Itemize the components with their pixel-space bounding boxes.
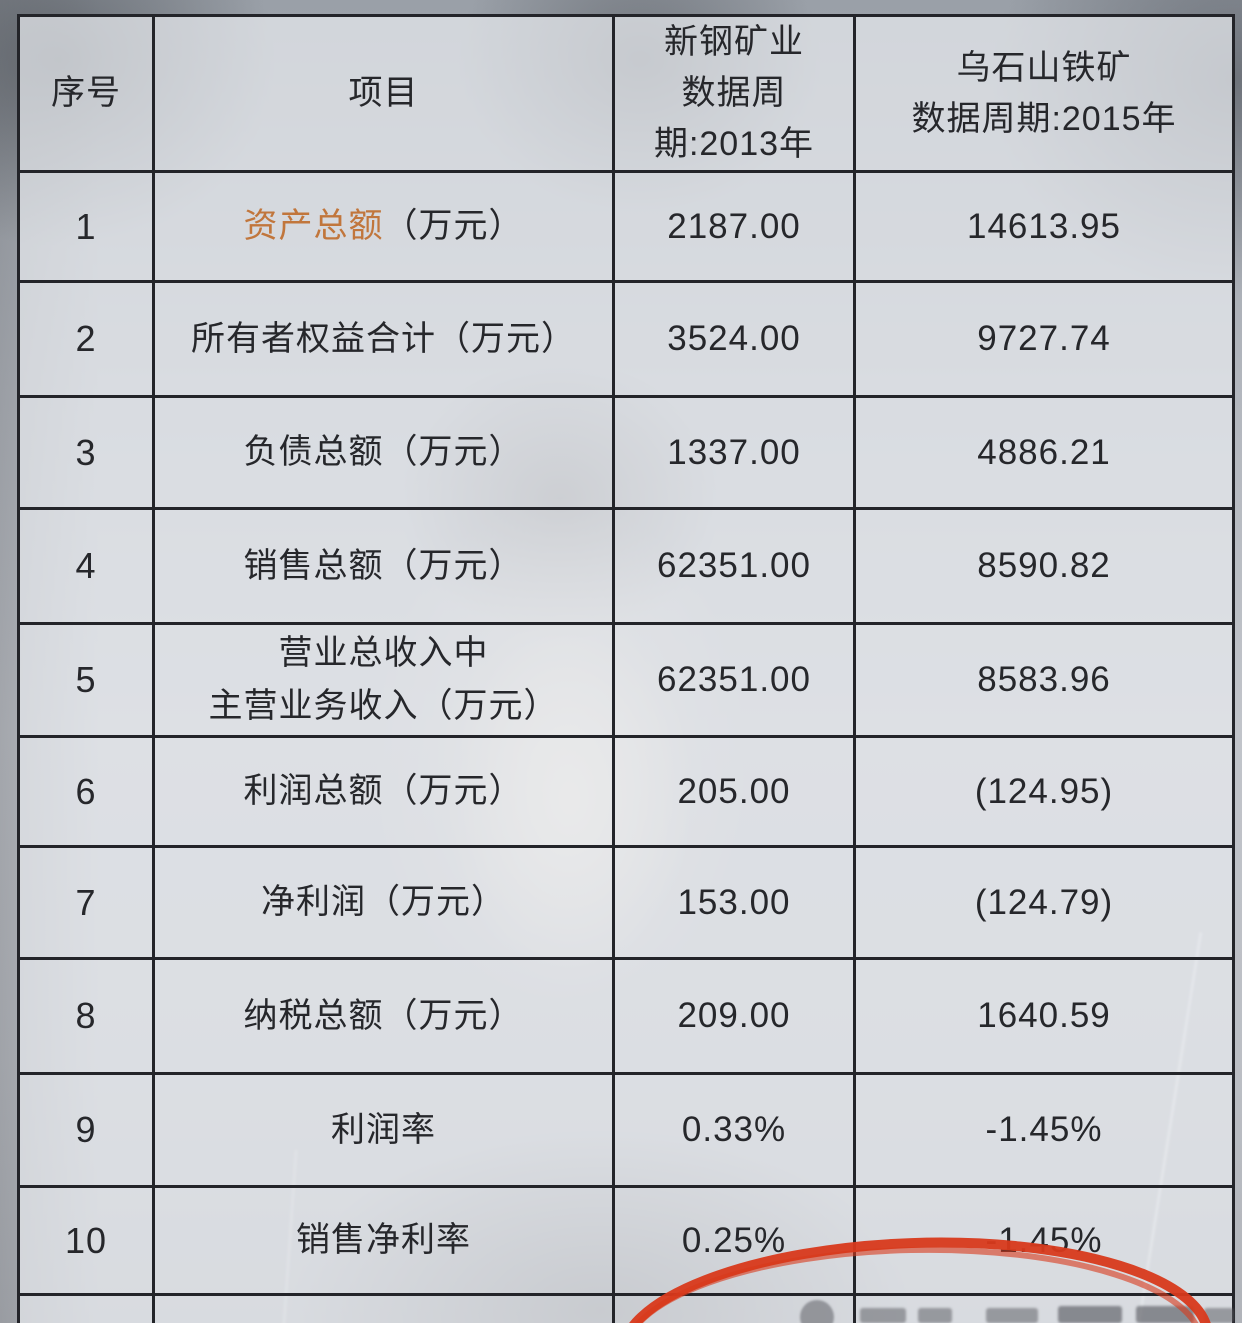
- row-item: 销售总额（万元）: [152, 507, 615, 625]
- header-company2: 乌石山铁矿 数据周期:2015年: [853, 14, 1235, 173]
- value-company1: 2187.00: [612, 170, 856, 283]
- table-row: 7 净利润（万元） 153.00 (124.79): [17, 845, 1235, 960]
- row-item: 资产总额（万元）: [152, 170, 615, 283]
- value-company1: 0.33%: [612, 1072, 856, 1188]
- row-item: 销售净利率: [152, 1185, 615, 1296]
- row-number: 11: [17, 1293, 155, 1323]
- row-number: 1: [17, 170, 155, 283]
- value-company2: 9727.74: [853, 280, 1235, 398]
- value-company1: 209.00: [612, 957, 856, 1075]
- row-item: 净利润（万元）: [152, 845, 615, 960]
- row-item-unit: （万元）: [383, 207, 524, 246]
- value-company2: 1640.59: [853, 957, 1235, 1075]
- value-company1: 3524.00: [612, 280, 856, 398]
- table-row: 6 利润总额（万元） 205.00 (124.95): [17, 735, 1235, 848]
- value-company2: 8583.96: [853, 622, 1235, 738]
- row-item: 所有者权益合计（万元）: [152, 280, 615, 398]
- table-row: 5 营业总收入中 主营业务收入（万元） 62351.00 8583.96: [17, 622, 1235, 738]
- row-number: 3: [17, 395, 155, 510]
- row-item: 营业总收入中 主营业务收入（万元）: [152, 622, 615, 738]
- header-company1: 新钢矿业 数据周期:2013年: [612, 14, 856, 173]
- value-company2: 8590.82: [853, 507, 1235, 625]
- table-row: 9 利润率 0.33% -1.45%: [17, 1072, 1235, 1188]
- value-company1: 0.34%: [612, 1293, 856, 1323]
- row-number: 8: [17, 957, 155, 1075]
- header-row: 序号 项目 新钢矿业 数据周期:2013年 乌石山铁矿 数据周期:2015年: [17, 14, 1235, 173]
- row-item: 纳税总额（万元）: [152, 957, 615, 1075]
- table-row: 1 资产总额（万元） 2187.00 14613.95: [17, 170, 1235, 283]
- header-item: 项目: [152, 14, 615, 173]
- row-item: 利润总额（万元）: [152, 735, 615, 848]
- row-number: 9: [17, 1072, 155, 1188]
- table-row: 3 负债总额（万元） 1337.00 4886.21: [17, 395, 1235, 510]
- value-company2: 14613.95: [853, 170, 1235, 283]
- table-row: 8 纳税总额（万元） 209.00 1640.59: [17, 957, 1235, 1075]
- value-company1: 0.25%: [612, 1185, 856, 1296]
- table-row-circled: 11 税负率 0.34% 19.10%: [17, 1293, 1235, 1323]
- value-company2: 19.10%: [853, 1293, 1235, 1323]
- value-company1: 1337.00: [612, 395, 856, 510]
- value-company1: 62351.00: [612, 622, 856, 738]
- row-item: 负债总额（万元）: [152, 395, 615, 510]
- row-number: 2: [17, 280, 155, 398]
- row-number: 10: [17, 1185, 155, 1296]
- value-company2-negative: (124.95): [853, 735, 1235, 848]
- row-number: 7: [17, 845, 155, 960]
- row-item: 利润率: [152, 1072, 615, 1188]
- row-number: 5: [17, 622, 155, 738]
- value-company2: 4886.21: [853, 395, 1235, 510]
- row-number: 4: [17, 507, 155, 625]
- value-company1: 62351.00: [612, 507, 856, 625]
- row-item: 税负率: [152, 1293, 615, 1323]
- value-company2: -1.45%: [853, 1185, 1235, 1296]
- row-item-highlight: 资产总额: [243, 207, 384, 246]
- value-company1: 153.00: [612, 845, 856, 960]
- value-company1: 205.00: [612, 735, 856, 848]
- financial-comparison-table: 序号 项目 新钢矿业 数据周期:2013年 乌石山铁矿 数据周期:2015年 1…: [17, 14, 1235, 1323]
- row-number: 6: [17, 735, 155, 848]
- table-row: 10 销售净利率 0.25% -1.45%: [17, 1185, 1235, 1296]
- table-row: 4 销售总额（万元） 62351.00 8590.82: [17, 507, 1235, 625]
- header-index: 序号: [17, 14, 155, 173]
- value-company2-negative: (124.79): [853, 845, 1235, 960]
- value-company2: -1.45%: [853, 1072, 1235, 1188]
- table-row: 2 所有者权益合计（万元） 3524.00 9727.74: [17, 280, 1235, 398]
